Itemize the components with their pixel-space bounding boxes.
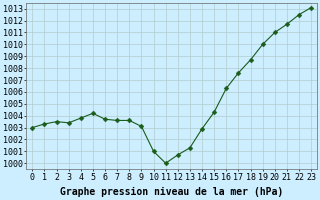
X-axis label: Graphe pression niveau de la mer (hPa): Graphe pression niveau de la mer (hPa): [60, 187, 284, 197]
